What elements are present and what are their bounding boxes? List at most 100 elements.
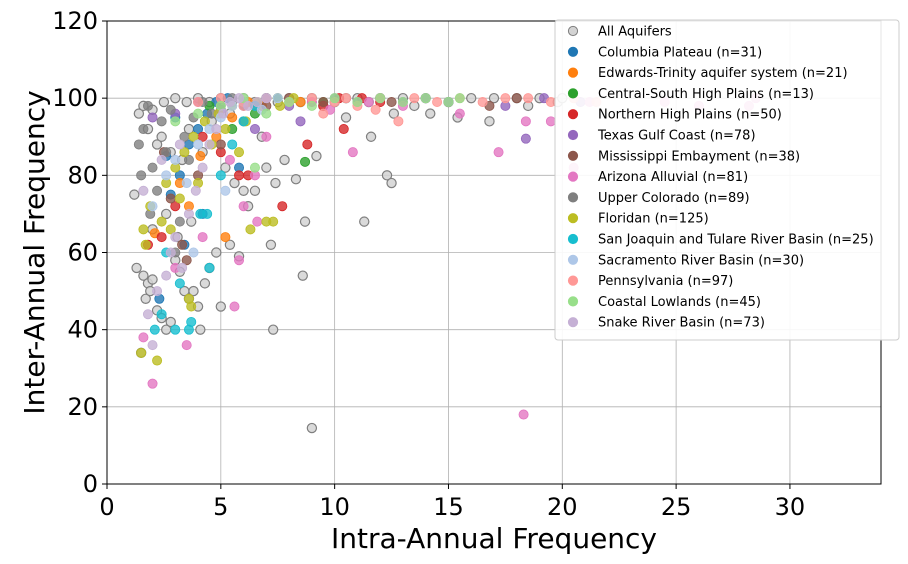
scatter-point <box>493 147 504 158</box>
legend-marker <box>567 213 579 224</box>
scatter-point <box>306 422 318 434</box>
scatter-point <box>243 100 254 111</box>
scatter-point <box>174 278 185 289</box>
scatter-point <box>156 131 167 142</box>
legend-label: San Joaquin and Tulare River Basin (n=25… <box>598 233 874 248</box>
legend-label: Texas Gulf Coast (n=78) <box>597 129 756 144</box>
scatter-point <box>140 239 151 250</box>
legend-label: Edwards-Trinity aquifer system (n=21) <box>598 66 848 81</box>
y-tick-label: 20 <box>67 393 98 421</box>
scatter-point <box>224 154 235 165</box>
scatter-point <box>165 316 176 328</box>
scatter-point <box>227 139 238 150</box>
legend-marker <box>567 254 579 265</box>
scatter-point <box>454 93 465 104</box>
scatter-point <box>295 116 306 127</box>
scatter-point <box>238 201 249 212</box>
y-tick-label: 60 <box>67 239 98 267</box>
scatter-point <box>261 162 272 173</box>
scatter-point <box>195 151 206 162</box>
y-tick-label: 0 <box>83 470 98 498</box>
scatter-point <box>393 116 404 127</box>
y-tick-label: 80 <box>67 161 98 189</box>
scatter-point <box>347 147 358 158</box>
x-axis-label: Intra-Annual Frequency <box>331 522 657 555</box>
scatter-point <box>220 162 231 173</box>
scatter-point <box>170 201 181 212</box>
scatter-point <box>197 162 208 173</box>
scatter-point <box>183 154 194 165</box>
scatter-point <box>365 131 377 142</box>
y-axis-ticks: 0 20 40 60 80 100 120 <box>52 7 107 498</box>
scatter-point <box>341 93 352 104</box>
legend-marker <box>567 317 579 328</box>
scatter-point <box>229 301 240 312</box>
legend-marker <box>567 129 579 141</box>
scatter-point <box>381 170 393 181</box>
scatter-point <box>179 147 190 158</box>
x-axis-ticks: 0 5 10 15 20 25 30 <box>99 484 805 521</box>
x-tick-label: 30 <box>775 493 806 521</box>
scatter-point <box>190 185 201 196</box>
scatter-point <box>195 324 206 335</box>
scatter-point <box>147 112 158 123</box>
scatter-point <box>466 92 477 104</box>
scatter-point <box>149 324 160 335</box>
scatter-point <box>197 232 208 243</box>
legend-label: Central-South High Plains (n=13) <box>598 87 814 102</box>
scatter-point <box>224 97 235 108</box>
scatter-point <box>147 162 158 173</box>
scatter-point <box>386 97 397 108</box>
scatter-point <box>181 178 192 189</box>
data-points <box>129 92 761 434</box>
scatter-point <box>188 247 199 258</box>
scatter-point <box>147 378 158 389</box>
scatter-point <box>311 150 322 162</box>
scatter-point <box>160 208 172 220</box>
scatter-point <box>174 139 185 150</box>
scatter-point <box>488 92 500 104</box>
scatter-point <box>290 173 302 185</box>
scatter-point <box>261 108 272 119</box>
series-group <box>138 93 272 351</box>
scatter-point <box>161 147 172 158</box>
scatter-point <box>142 309 153 320</box>
scatter-point <box>318 108 329 119</box>
legend-marker <box>567 109 579 120</box>
scatter-point <box>300 156 311 167</box>
y-tick-label: 120 <box>52 7 98 35</box>
scatter-point <box>138 185 149 196</box>
legend-marker <box>567 46 579 57</box>
legend-label: Pennsylvania (n=97) <box>598 274 733 289</box>
legend-marker <box>567 233 579 245</box>
legend-marker <box>567 275 579 286</box>
scatter-point <box>234 170 245 181</box>
scatter-point <box>188 285 199 297</box>
scatter-point <box>142 100 153 111</box>
scatter-point <box>140 293 151 304</box>
scatter-point <box>318 97 329 108</box>
scatter-point <box>220 185 231 196</box>
scatter-point <box>161 270 172 281</box>
scatter-point <box>270 177 281 189</box>
scatter-point <box>177 239 188 250</box>
scatter-point <box>224 239 236 250</box>
x-tick-label: 10 <box>319 493 350 521</box>
legend-box <box>554 19 900 341</box>
scatter-point <box>156 116 167 127</box>
scatter-point <box>523 93 534 104</box>
legend-marker <box>567 192 579 203</box>
scatter-point <box>211 247 222 258</box>
scatter-point <box>193 108 204 119</box>
scatter-point <box>193 139 204 150</box>
scatter-point <box>484 116 495 127</box>
scatter-point <box>425 108 436 119</box>
scatter-point <box>284 97 295 108</box>
legend-label: Upper Colorado (n=89) <box>598 191 750 206</box>
scatter-point <box>234 255 245 266</box>
legend-label: Snake River Basin (n=73) <box>598 316 765 331</box>
legend-label: Mississippi Embayment (n=38) <box>598 149 800 164</box>
scatter-point <box>267 324 279 335</box>
scatter-point <box>129 189 140 200</box>
scatter-point <box>520 133 531 144</box>
